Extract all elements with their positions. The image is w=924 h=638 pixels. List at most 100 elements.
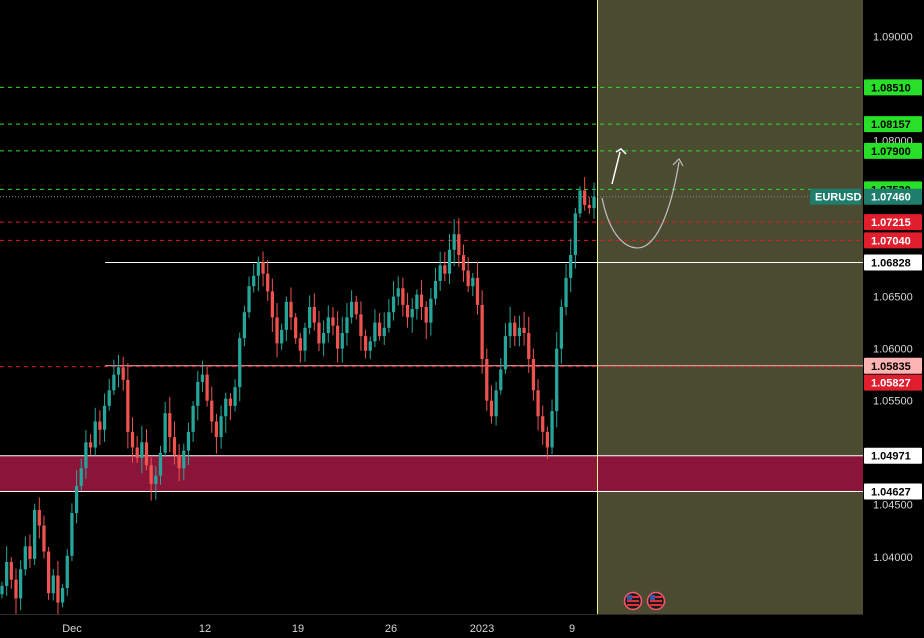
candle-body xyxy=(9,561,13,580)
candle-body xyxy=(32,509,37,559)
candle-body xyxy=(363,336,368,351)
price-tag-bg xyxy=(864,142,922,159)
candle-body xyxy=(261,262,265,274)
dip-rally-arrow-head xyxy=(672,158,684,167)
price-tick-label: 1.06000 xyxy=(873,344,913,356)
candle-body xyxy=(312,307,316,323)
candle-body xyxy=(322,333,326,344)
price-axis[interactable] xyxy=(863,0,924,614)
candle-body xyxy=(499,369,503,391)
price-tag: 1.05835 xyxy=(871,361,911,373)
candle-body xyxy=(461,254,466,271)
symbol-label: EURUSD xyxy=(815,192,862,204)
candle-body xyxy=(438,265,442,281)
candle-body xyxy=(401,288,405,305)
price-tag: 1.08157 xyxy=(871,119,911,131)
candle-body xyxy=(186,431,191,451)
price-tag-bg xyxy=(864,483,922,500)
candle-body xyxy=(522,327,526,334)
candle-body xyxy=(224,398,228,417)
candle-body xyxy=(102,405,107,430)
candle-body xyxy=(536,390,540,417)
candle-body xyxy=(200,374,205,382)
candle-body xyxy=(405,304,410,318)
price-tag-bg xyxy=(864,357,922,374)
time-tick-label: Dec xyxy=(62,623,82,635)
candle-body xyxy=(256,262,261,276)
price-tag-bg xyxy=(864,79,922,96)
candle-body xyxy=(247,286,251,313)
candle-body xyxy=(550,411,554,448)
candle-body xyxy=(228,398,233,406)
candle-body xyxy=(527,333,531,360)
candle-body xyxy=(88,442,93,448)
time-tick-label: 19 xyxy=(292,623,304,635)
price-tag-bg xyxy=(864,254,922,271)
candle-body xyxy=(517,327,522,337)
us-flag-icon[interactable] xyxy=(623,591,643,611)
candle-body xyxy=(214,421,219,438)
us-flag-icon[interactable] xyxy=(646,591,666,611)
candle-body xyxy=(503,336,508,370)
candle-body xyxy=(0,585,4,595)
candle-body xyxy=(74,485,79,514)
time-axis[interactable] xyxy=(0,614,924,638)
breakout-arrow-head xyxy=(615,148,627,155)
current-price-tag: 1.07460 xyxy=(871,192,911,204)
candle-body xyxy=(168,413,172,438)
economic-events[interactable] xyxy=(623,591,666,611)
candle-body xyxy=(51,575,55,594)
candle-body xyxy=(471,277,475,287)
price-tag: 1.07040 xyxy=(871,235,911,247)
candle-body xyxy=(275,317,279,344)
price-tick-label: 1.04000 xyxy=(873,552,913,564)
candle-body xyxy=(242,312,247,339)
candle-body xyxy=(266,273,270,292)
candle-body xyxy=(303,327,307,351)
candle-body xyxy=(14,579,18,599)
candle-body xyxy=(373,322,377,342)
price-tag: 1.04627 xyxy=(871,487,911,499)
price-axis-ticks: 1.090001.080001.065001.060001.055001.045… xyxy=(873,31,913,563)
time-tick-label: 9 xyxy=(569,623,575,635)
candle-body xyxy=(359,314,363,337)
price-tags: 1.085101.081571.079001.075301.072151.070… xyxy=(810,79,922,500)
candle-body xyxy=(480,304,484,360)
candle-body xyxy=(116,367,121,375)
forecast-zone xyxy=(597,0,863,614)
price-tag: 1.05827 xyxy=(871,378,911,390)
candle-body xyxy=(252,275,256,287)
candle-body xyxy=(126,379,130,432)
candle-body xyxy=(93,421,97,448)
breakout-arrow xyxy=(611,151,621,185)
candle-body xyxy=(289,301,293,318)
candle-body xyxy=(391,296,396,313)
candle-body xyxy=(135,447,139,458)
candle-body xyxy=(140,442,144,458)
candle-body xyxy=(494,390,498,417)
candle-body xyxy=(5,561,9,586)
candle-body xyxy=(485,359,489,401)
candle-body xyxy=(144,442,149,466)
candle-body xyxy=(19,569,23,599)
price-tag: 1.08510 xyxy=(871,82,911,94)
candle-body xyxy=(592,196,596,209)
candle-body xyxy=(382,327,386,337)
candle-body xyxy=(270,291,274,318)
candle-body xyxy=(56,575,60,603)
candles xyxy=(0,177,596,617)
price-tag-bg xyxy=(864,447,922,464)
price-tag-bg xyxy=(864,214,922,231)
candle-body xyxy=(46,551,51,594)
candle-body xyxy=(447,249,452,274)
candle-body xyxy=(294,317,298,339)
time-tick-label: 12 xyxy=(199,623,211,635)
candle-body xyxy=(508,322,512,337)
candle-body xyxy=(433,280,438,299)
candle-body xyxy=(331,317,335,326)
current-price-tag-bg xyxy=(864,188,922,205)
candle-body xyxy=(466,270,470,287)
candle-body xyxy=(233,387,237,406)
price-tag-bg xyxy=(864,116,922,133)
